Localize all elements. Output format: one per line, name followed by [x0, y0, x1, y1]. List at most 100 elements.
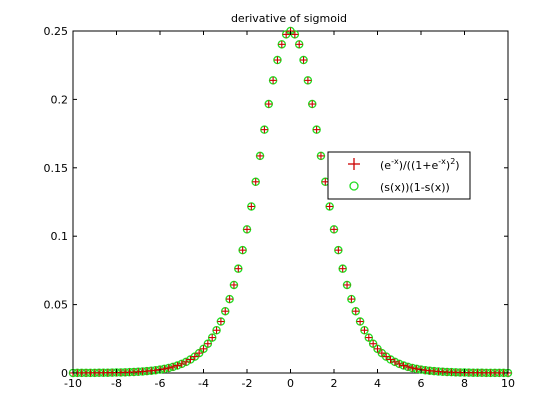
legend-label-series-2: (s(x))(1-s(x)): [380, 181, 450, 194]
point-circle: [255, 151, 265, 161]
point-plus: [352, 307, 360, 315]
point-plus: [291, 30, 299, 38]
point-circle: [264, 99, 273, 109]
point-plus: [182, 358, 190, 366]
point-circle: [242, 225, 252, 234]
x-tick-label: 8: [461, 377, 468, 390]
point-circle: [273, 55, 282, 65]
chart-title: derivative of sigmoid: [231, 12, 347, 25]
point-circle: [325, 202, 334, 211]
point-plus: [404, 363, 412, 371]
point-plus: [382, 353, 390, 361]
point-plus: [282, 30, 290, 38]
plot-area: -10 -8 -6 -4 -2 0 2 4 6 8 10 0 0.05 0.1 0.15 0.2 0.25: [44, 25, 516, 390]
point-circle: [338, 264, 347, 273]
point-plus: [387, 356, 395, 364]
point-circle: [155, 365, 165, 374]
point-circle: [364, 333, 374, 342]
point-plus: [347, 295, 355, 303]
point-plus: [226, 295, 234, 303]
point-plus: [326, 202, 334, 210]
x-tick-label: 2: [331, 377, 338, 390]
y-tick-label: 0: [61, 367, 68, 380]
point-circle: [303, 76, 313, 85]
point-circle: [181, 357, 191, 367]
y-tick-label: 0.2: [51, 93, 69, 106]
y-tick-label: 0.15: [44, 162, 69, 175]
point-plus: [186, 356, 194, 364]
legend-box: [327, 151, 471, 200]
point-circle: [251, 177, 260, 187]
point-circle: [412, 364, 421, 374]
point-circle: [316, 151, 326, 161]
point-circle: [294, 40, 304, 49]
point-plus: [200, 345, 207, 353]
point-plus: [395, 360, 403, 368]
point-plus: [208, 334, 216, 342]
point-plus: [265, 100, 273, 108]
point-plus: [269, 76, 277, 84]
point-plus: [330, 225, 338, 233]
point-plus: [300, 56, 308, 64]
point-plus: [221, 307, 229, 315]
point-circle: [277, 40, 287, 49]
point-circle: [403, 362, 413, 372]
x-tick-label: -8: [111, 377, 122, 390]
point-circle: [194, 348, 204, 358]
point-plus: [343, 281, 351, 289]
point-circle: [225, 294, 234, 304]
point-circle: [368, 339, 378, 348]
point-circle: [260, 125, 269, 134]
series-layer: [68, 26, 513, 378]
point-plus: [243, 225, 251, 233]
point-circle: [312, 125, 321, 134]
point-circle: [329, 225, 339, 234]
point-plus: [173, 362, 181, 370]
y-tick-label: 0.25: [44, 25, 69, 38]
point-plus: [360, 326, 368, 334]
point-circle: [299, 55, 308, 65]
point-circle: [199, 344, 208, 354]
point-circle: [347, 294, 356, 304]
point-plus: [308, 100, 316, 108]
point-circle: [408, 363, 417, 373]
point-plus: [413, 365, 421, 373]
point-circle: [351, 306, 360, 316]
point-plus: [217, 318, 225, 326]
point-plus: [213, 326, 221, 334]
x-tick-label: 6: [418, 377, 425, 390]
point-plus: [391, 358, 399, 366]
point-plus: [317, 152, 325, 160]
point-plus: [239, 246, 247, 254]
point-circle: [342, 280, 352, 290]
point-circle: [238, 245, 247, 255]
point-plus: [378, 349, 386, 357]
point-plus: [152, 366, 160, 374]
point-plus: [278, 40, 286, 48]
point-plus: [256, 152, 264, 160]
x-tick-label: 4: [374, 377, 381, 390]
point-circle: [290, 30, 300, 39]
point-plus: [165, 364, 173, 372]
point-circle: [229, 280, 239, 290]
point-plus: [408, 364, 416, 372]
point-plus: [313, 126, 321, 134]
point-plus: [178, 360, 186, 368]
point-circle: [307, 99, 317, 109]
point-circle: [247, 202, 256, 211]
axes-box: [72, 30, 509, 374]
point-circle: [234, 264, 243, 273]
y-tick-label: 0.05: [44, 299, 69, 312]
y-tick-label: 0.1: [51, 230, 69, 243]
point-circle: [416, 365, 426, 374]
point-plus: [369, 340, 377, 348]
point-plus: [273, 56, 281, 64]
point-circle: [177, 359, 186, 369]
point-plus: [204, 340, 212, 348]
point-circle: [390, 357, 400, 367]
point-circle: [386, 355, 395, 364]
point-plus: [230, 281, 238, 289]
point-plus: [191, 353, 199, 361]
point-plus: [252, 178, 260, 186]
